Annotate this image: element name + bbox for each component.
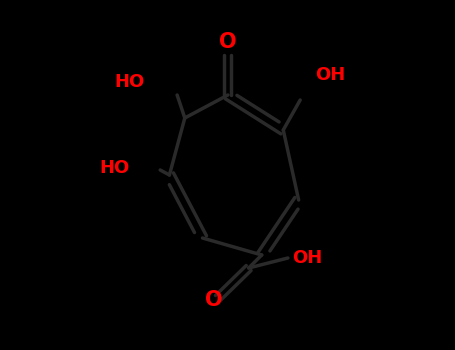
Text: OH: OH [316,66,346,84]
Text: O: O [219,32,237,52]
Text: HO: HO [115,73,145,91]
Text: O: O [205,290,223,310]
Text: HO: HO [99,159,129,177]
Text: OH: OH [293,249,323,267]
